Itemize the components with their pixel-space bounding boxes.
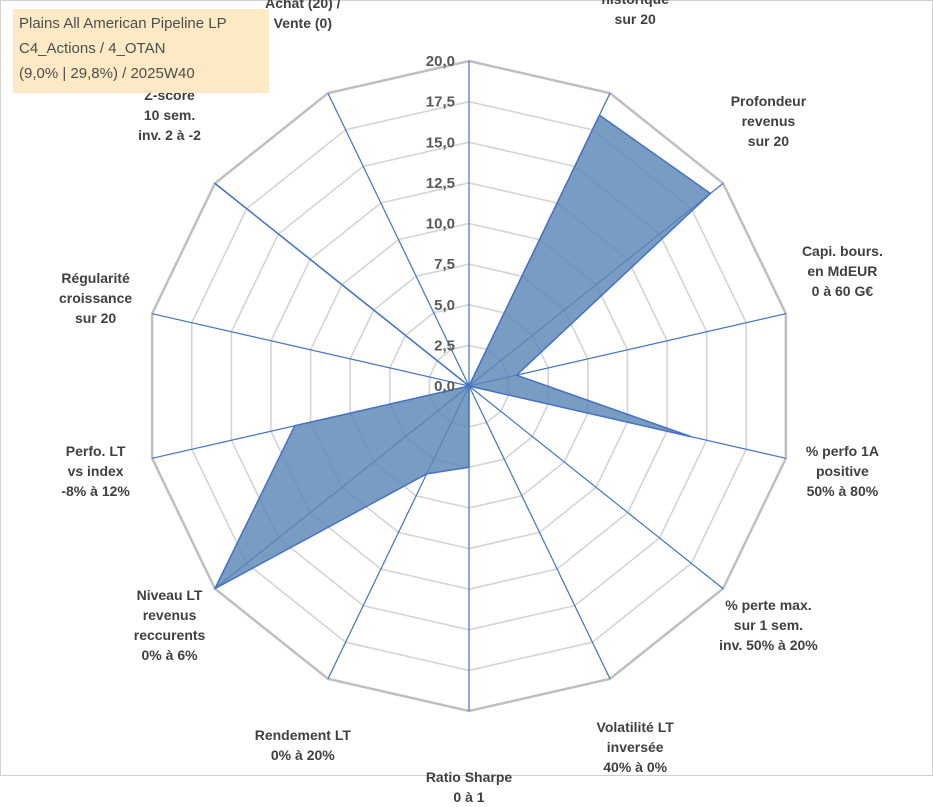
category-label-line: 0 à 60 G€ — [802, 281, 883, 301]
category-label-line: Capi. bours. — [802, 241, 883, 261]
category-label-line: vs index — [61, 461, 129, 481]
category-label-line: Volatilité LT — [597, 717, 674, 737]
category-label: Profondeurhistoriquesur 20 — [597, 0, 672, 29]
series-layer — [215, 115, 711, 589]
chart-subtitle-2: (9,0% | 29,8%) / 2025W40 — [19, 61, 263, 86]
category-label-line: sur 20 — [597, 9, 672, 29]
category-label-line: Régularité — [59, 268, 132, 288]
category-label-line: -8% à 12% — [61, 481, 129, 501]
category-label-line: % perfo 1A — [806, 441, 879, 461]
category-label-line: 0% à 20% — [255, 745, 351, 765]
category-label-line: sur 20 — [59, 308, 132, 328]
tick-label: 17,5 — [426, 94, 455, 111]
category-label: % perte max.sur 1 sem.inv. 50% à 20% — [719, 595, 818, 655]
category-label-line: Ratio Sharpe — [426, 767, 512, 787]
category-label-line: revenus — [731, 111, 806, 131]
category-label-line: Vente (0) — [265, 13, 340, 33]
category-label-line: % perte max. — [719, 595, 818, 615]
chart-subtitle-1: C4_Actions / 4_OTAN — [19, 36, 263, 61]
category-label-line: 10 sem. — [138, 105, 201, 125]
tick-layer: 0,0 2,5 5,0 7,5 10,0 12,5 15,0 17,5 20,0 — [426, 53, 455, 395]
tick-label: 0,0 — [434, 378, 455, 395]
category-label-line: en MdEUR — [802, 261, 883, 281]
category-label-line: sur 1 sem. — [719, 615, 818, 635]
tick-label: 7,5 — [434, 256, 455, 273]
category-label-line: Rendement LT — [255, 725, 351, 745]
tick-label: 15,0 — [426, 134, 455, 151]
category-label-line: Perfo. LT — [61, 441, 129, 461]
category-label: MomentumAchat (20) /Vente (0) — [265, 0, 340, 33]
category-label-line: 40% à 0% — [597, 757, 674, 777]
category-label-line: Achat (20) / — [265, 0, 340, 13]
category-label-line: historique — [597, 0, 672, 9]
category-label-line: 0 à 1 — [426, 787, 512, 807]
category-label-line: positive — [806, 461, 879, 481]
series-area — [215, 115, 710, 588]
category-label-line: sur 20 — [731, 131, 806, 151]
tick-label: 10,0 — [426, 216, 455, 233]
tick-label: 20,0 — [426, 53, 455, 70]
category-label-line: inversée — [597, 737, 674, 757]
tick-label: 2,5 — [434, 337, 455, 354]
category-label-line: inv. 2 à -2 — [138, 125, 201, 145]
tick-label: 12,5 — [426, 175, 455, 192]
axis-spoke — [469, 386, 610, 679]
chart-frame: 0,02,55,07,510,012,515,017,520,0 NoteESG… — [0, 0, 933, 776]
category-label-line: reccurents — [134, 625, 206, 645]
category-label-line: 50% à 80% — [806, 481, 879, 501]
chart-title: Plains All American Pipeline LP — [19, 11, 263, 36]
axis-spoke — [469, 386, 723, 589]
category-label-line: inv. 50% à 20% — [719, 635, 818, 655]
category-label-line: Profondeur — [731, 91, 806, 111]
chart-title-box: Plains All American Pipeline LP C4_Actio… — [13, 9, 269, 93]
tick-label: 5,0 — [434, 297, 455, 314]
category-label-line: croissance — [59, 288, 132, 308]
category-label-line: Niveau LT — [134, 585, 206, 605]
category-label-line: 0% à 6% — [134, 645, 206, 665]
category-label-line: revenus — [134, 605, 206, 625]
